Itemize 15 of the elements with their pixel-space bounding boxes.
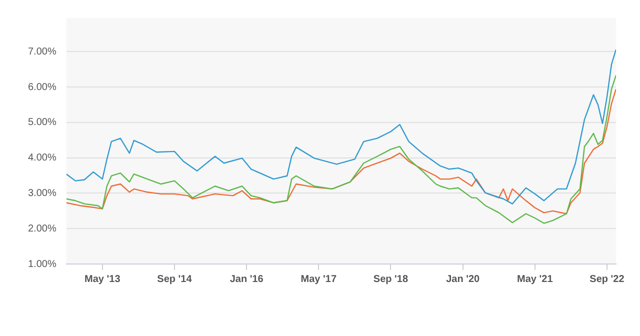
y-tick-label: 1.00% bbox=[28, 258, 56, 270]
y-tick-label: 7.00% bbox=[28, 46, 56, 58]
x-tick-label: May '21 bbox=[517, 274, 554, 285]
x-tick-label: Jan '16 bbox=[230, 274, 264, 285]
y-tick-label: 5.00% bbox=[28, 117, 56, 128]
x-tick-label: Sep '22 bbox=[590, 274, 625, 285]
x-tick-label: Sep '18 bbox=[373, 274, 408, 285]
y-tick-label: 3.00% bbox=[28, 188, 56, 199]
y-tick-label: 2.00% bbox=[28, 223, 56, 234]
x-tick-label: May '13 bbox=[84, 274, 121, 285]
x-tick-label: Sep '14 bbox=[157, 274, 192, 285]
y-tick-label: 4.00% bbox=[28, 152, 56, 164]
x-tick-label: May '17 bbox=[300, 274, 337, 285]
y-tick-label: 6.00% bbox=[28, 82, 56, 93]
x-tick-label: Jan '20 bbox=[446, 274, 480, 285]
